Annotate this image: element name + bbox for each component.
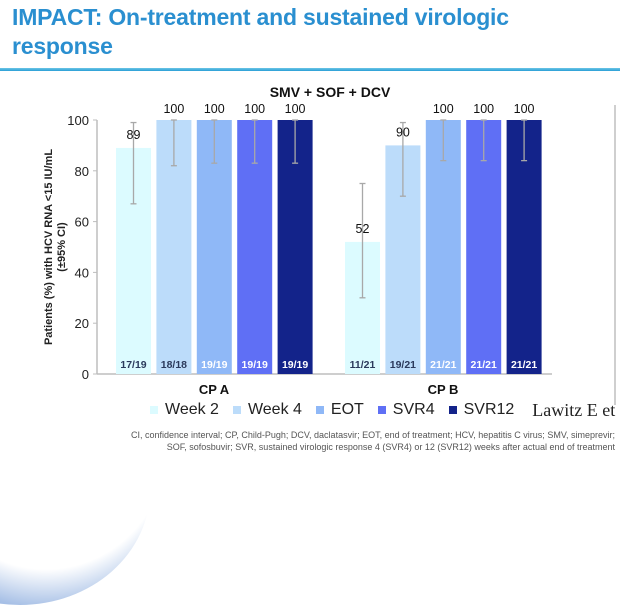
y-axis-label-line1: Patients (%) with HCV RNA <15 IU/mL [43,149,55,345]
citation: Lawitz E et [532,399,616,420]
bar [466,120,502,374]
legend-label: EOT [330,401,364,418]
right-border-line [614,105,616,405]
slide-title: IMPACT: On-treatment and sustained virol… [12,3,509,61]
data-label: 100 [244,102,265,116]
n-label: 21/21 [471,359,497,371]
n-label: 21/21 [430,359,456,371]
legend-item: EOT [315,401,364,419]
n-label: 19/19 [242,359,268,371]
data-label: 100 [514,102,535,116]
y-tick-label: 80 [75,164,89,179]
y-tick-label: 60 [75,215,89,230]
data-label: 89 [127,128,141,142]
legend-swatch [150,406,158,414]
title-divider [0,68,620,71]
data-label: 100 [204,102,225,116]
legend-swatch [232,406,241,414]
footnote: CI, confidence interval; CP, Child-Pugh;… [55,429,615,453]
legend-item: SVR12 [448,401,515,419]
legend-item: SVR4 [377,401,435,419]
legend-label: Week 2 [165,401,219,418]
n-label: 19/21 [390,359,416,371]
bar [506,120,542,374]
bar [425,120,461,374]
y-tick-label: 0 [82,367,89,382]
bar-chart: SMV + SOF + DCV Patients (%) with HCV RN… [43,84,552,397]
data-label: 100 [473,102,494,116]
n-label: 17/19 [120,359,146,371]
category-label: CP A [199,382,230,397]
bars: 89 17/19 100 18/18 100 19/19 100 19/19 100 19/19 5… [116,102,542,374]
data-label: 100 [163,102,184,116]
data-label: 100 [285,102,306,116]
category-label: CP B [428,382,459,397]
legend-swatch [448,406,457,414]
footnote-line2: SOF, sofosbuvir; SVR, sustained virologi… [166,442,615,452]
y-tick-label: 100 [67,113,89,128]
legend-swatch [377,406,386,414]
n-label: 11/21 [350,359,376,371]
legend-label: SVR4 [392,401,435,418]
y-axis-label-line2: (±95% CI) [56,222,68,272]
legend-label: Week 4 [247,401,302,418]
data-label: 100 [433,102,454,116]
legend-swatch [315,406,324,414]
legend-item: Week 4 [232,401,302,419]
y-tick-label: 20 [75,316,89,331]
n-label: 21/21 [511,359,537,371]
n-label: 19/19 [282,359,308,371]
slide-title-line2: response [12,33,113,59]
legend-label: SVR12 [463,401,515,418]
data-label: 52 [356,222,370,236]
data-label: 90 [396,125,410,139]
y-tick-label: 40 [75,265,89,280]
n-label: 19/19 [201,359,227,371]
legend-item: Week 2 [150,401,219,419]
footnote-line1: CI, confidence interval; CP, Child-Pugh;… [130,430,615,440]
n-label: 18/18 [161,359,187,371]
category-labels: CP A CP B [199,382,459,397]
chart-title: SMV + SOF + DCV [270,84,391,100]
slide-title-line1: IMPACT: On-treatment and sustained virol… [12,4,509,30]
y-axis-label: Patients (%) with HCV RNA <15 IU/mL (±95… [43,149,68,345]
legend: Week 2 Week 4 EOT SVR4 SVR12 Lawitz E et [150,400,615,420]
